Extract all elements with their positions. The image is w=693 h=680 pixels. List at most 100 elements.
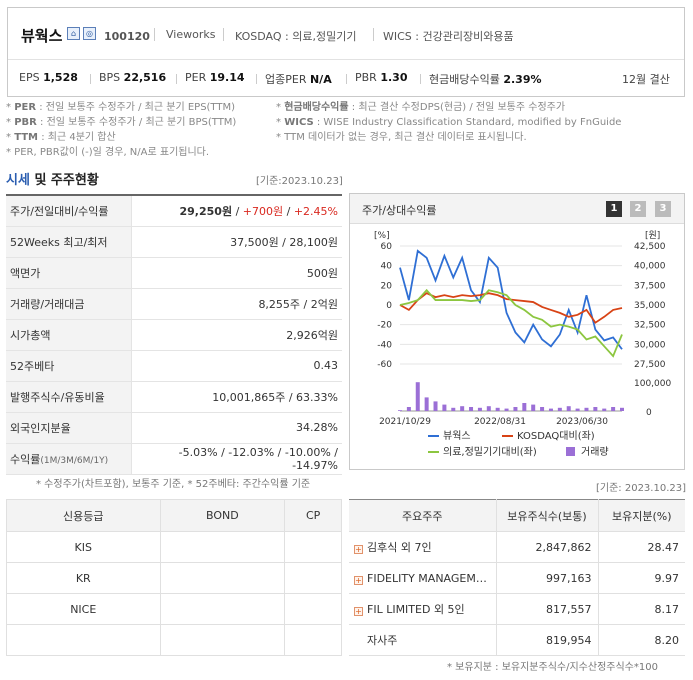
expand-icon[interactable]: + (354, 575, 363, 585)
volume-bar (495, 407, 500, 411)
volume-bar (557, 407, 562, 411)
chart-page-3[interactable]: 3 (655, 201, 671, 217)
table-row (6, 624, 342, 656)
price-pct: +2.45% (293, 204, 338, 218)
table-row: 52주베타 0.43 (6, 350, 342, 382)
y-tick-label: 20 (381, 281, 393, 291)
table-row: NICE (6, 593, 342, 625)
legend-label: 거래량 (581, 446, 609, 458)
english-name: Vieworks (166, 28, 216, 41)
metric-dividend: 현금배당수익률 2.39% (429, 73, 542, 86)
volume-bar (531, 404, 536, 411)
volume-bar (451, 407, 456, 411)
table-row: 52Weeks 최고/최저 37,500원 / 28,100원 (6, 226, 342, 258)
metric-sector-per: 업종PER N/A (265, 73, 332, 86)
y-tick-label: -60 (377, 360, 392, 370)
volume-bar (566, 406, 571, 411)
x-tick-label: 2021/10/29 (379, 417, 431, 427)
price-chart: [%] [원] 60 42,500 40 40,000 20 37,500 0 35,000 -20… (374, 230, 671, 458)
volume-bar (575, 408, 580, 411)
y-tick-label: 0 (386, 301, 392, 311)
right-tick-label: 37,500 (634, 281, 666, 291)
volume-bar (406, 407, 411, 411)
chart-title: 주가/상대수익률 (362, 204, 437, 217)
volume-bar (522, 403, 527, 411)
x-tick-label: 2022/08/31 (474, 417, 526, 427)
volume-bar (540, 407, 545, 411)
table-row: 주가/전일대비/수익률 29,250원 / +700원 / +2.45% (6, 195, 342, 227)
home-icon[interactable]: ⌂ (67, 27, 80, 40)
table-row: KIS (6, 531, 342, 563)
wics-info: WICS : 건강관리장비와용품 (383, 30, 514, 43)
section-date: [기준:2023.10.23] (256, 176, 343, 187)
volume-bar (469, 407, 474, 411)
legend-label: 의료,정밀기기대비(좌) (443, 446, 537, 458)
table-row[interactable]: + 김후식 외 7인 2,847,862 28.47 (349, 531, 685, 563)
stock-code: 100120 (104, 30, 150, 43)
section-title: 시세 및 주주현황 (6, 173, 99, 188)
volume-bar (548, 408, 553, 411)
notes-left: * PER : 전일 보통주 수정주가 / 최근 분기 EPS(TTM) * P… (6, 102, 237, 158)
credit-table: 신용등급 BOND CP KIS KR NICE (6, 499, 342, 656)
y-tick-label: -20 (377, 321, 392, 331)
expand-icon[interactable]: + (354, 545, 363, 554)
table-row: 자사주 819,954 8.20 (349, 624, 685, 656)
quote-table: 주가/전일대비/수익률 29,250원 / +700원 / +2.45% 52W… (6, 194, 342, 475)
volume-bar (611, 407, 616, 411)
notes-right: * 현금배당수익률 : 최근 결산 수정DPS(현금) / 전일 보통주 수정주… (276, 102, 622, 143)
right-tick-label: 32,500 (634, 321, 666, 331)
globe-icon[interactable]: ◎ (83, 27, 96, 40)
y-tick-label: -40 (377, 340, 392, 350)
table-row: 거래량/거래대금 8,255주 / 2억원 (6, 288, 342, 320)
chart-page-2[interactable]: 2 (630, 201, 646, 217)
y-tick-label: 60 (381, 242, 393, 252)
volume-bar (602, 408, 607, 411)
returns-value: -5.03% / -12.03% / -10.00% / -14.97% (131, 443, 342, 475)
volume-bar (442, 404, 447, 411)
volume-bar (620, 407, 624, 411)
table-row: 액면가 500원 (6, 257, 342, 289)
table-row[interactable]: + FIL LIMITED 외 5인 817,557 8.17 (349, 593, 685, 625)
metric-eps: EPS 1,528 (19, 71, 78, 84)
fiscal-month: 12월 결산 (622, 73, 670, 86)
volume-bar (513, 407, 518, 411)
metric-per: PER 19.14 (185, 71, 245, 84)
holders-note: * 보유지분 : 보유지분주식수/지수산정주식수*100 (447, 662, 658, 673)
company-name: 뷰웍스 (21, 27, 63, 45)
holders-table: 주요주주 보유주식수(보통) 보유지분(%) + 김후식 외 7인 2,847,8… (349, 499, 685, 656)
price: 29,250원 (179, 204, 233, 218)
right-tick-label: 35,000 (634, 301, 666, 311)
table-row[interactable]: + FIDELITY MANAGEM… 997,163 9.97 (349, 562, 685, 594)
volume-bar (486, 406, 491, 411)
volume-bar (398, 410, 402, 411)
table-row: 시가총액 2,926억원 (6, 319, 342, 351)
volume-bar (460, 406, 465, 411)
right-tick-label: 42,500 (634, 242, 666, 252)
price-change: +700원 (242, 204, 284, 218)
volume-bar (477, 407, 482, 411)
right-tick-label: 30,000 (634, 340, 666, 350)
volume-bar (424, 397, 429, 411)
table-row: 외국인지분율 34.28% (6, 412, 342, 444)
volume-bar (433, 401, 438, 411)
footnote: * 수정주가(차트포함), 보통주 기준, * 52주베타: 주간수익률 기준 (36, 479, 311, 490)
y-tick-label: 40 (381, 262, 393, 272)
expand-icon[interactable]: + (354, 607, 363, 616)
volume-bar (584, 407, 589, 411)
left-axis-label: [%] (374, 231, 390, 241)
volume-tick-label: 0 (646, 408, 652, 418)
metric-pbr: PBR 1.30 (355, 71, 408, 84)
chart-page-1[interactable]: 1 (606, 201, 622, 217)
volume-bar (593, 407, 598, 411)
legend-swatch (566, 447, 575, 456)
legend-label: KOSDAQ대비(좌) (517, 430, 595, 442)
company-header: 뷰웍스 ⌂ ◎ 100120 Vieworks KOSDAQ : 의료,정밀기기… (7, 7, 685, 97)
right-tick-label: 27,500 (634, 360, 666, 370)
right-axis-label: [원] (645, 230, 660, 241)
metric-bps: BPS 22,516 (99, 71, 167, 84)
table-row: 수익률(1M/3M/6M/1Y) -5.03% / -12.03% / -10.… (6, 443, 342, 475)
right-tick-label: 40,000 (634, 262, 666, 272)
series-line (399, 249, 623, 350)
table-row: KR (6, 562, 342, 594)
volume-bar (504, 408, 509, 411)
